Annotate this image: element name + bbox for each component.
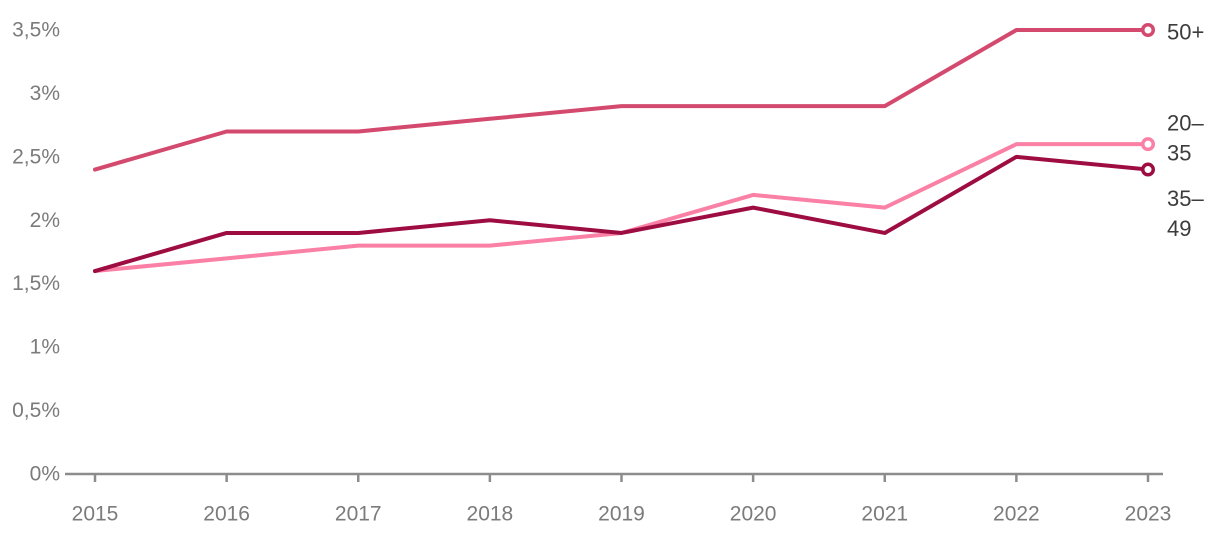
- legend-label-35-49: 35–: [1167, 186, 1204, 211]
- x-axis-label: 2022: [993, 503, 1040, 526]
- x-axis-label: 2020: [730, 503, 777, 526]
- y-axis-label: 3,5%: [12, 19, 60, 42]
- y-axis-label: 2%: [30, 209, 60, 232]
- x-axis-label: 2016: [203, 503, 250, 526]
- y-axis-label: 0%: [30, 463, 60, 486]
- x-axis-label: 2017: [335, 503, 382, 526]
- series-end-marker-20-35: [1141, 137, 1155, 152]
- legend-label-20-35: 35: [1167, 141, 1191, 166]
- legend-label-20-35: 20–: [1167, 111, 1204, 136]
- legend-label-50: 50+: [1167, 20, 1204, 45]
- y-axis-label: 2,5%: [12, 145, 60, 168]
- x-axis-label: 2018: [467, 503, 514, 526]
- y-axis-label: 1%: [30, 336, 60, 359]
- x-axis-label: 2015: [72, 503, 119, 526]
- y-axis-label: 0,5%: [12, 399, 60, 422]
- series-line-20-35: [93, 142, 1150, 274]
- series-end-marker-50: [1141, 23, 1155, 37]
- legend-label-35-49: 49: [1167, 216, 1191, 241]
- y-axis-label: 3%: [30, 82, 60, 105]
- series-line-50: [93, 28, 1150, 172]
- y-axis-label: 1,5%: [12, 272, 60, 295]
- x-axis-label: 2021: [861, 503, 908, 526]
- x-axis-label: 2023: [1125, 503, 1172, 526]
- x-axis-label: 2019: [598, 503, 645, 526]
- series-line-35-49: [93, 154, 1150, 274]
- series-end-marker-35-49: [1141, 162, 1155, 177]
